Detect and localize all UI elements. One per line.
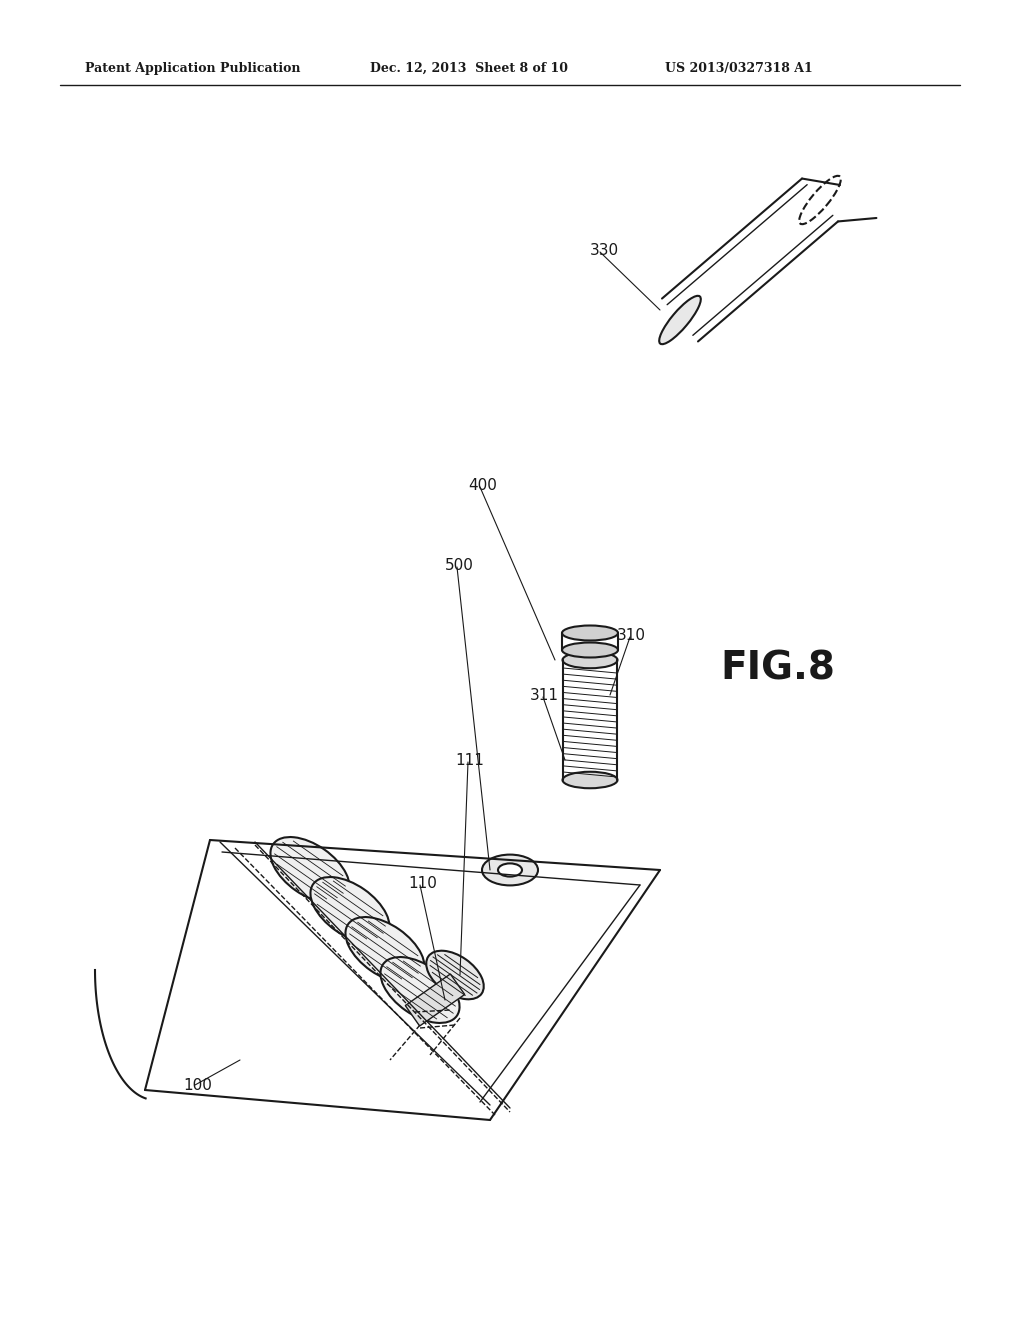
Text: 310: 310 (617, 628, 646, 643)
Ellipse shape (799, 176, 841, 224)
Polygon shape (406, 974, 465, 1026)
Text: 100: 100 (183, 1078, 212, 1093)
Text: 311: 311 (530, 688, 559, 704)
Text: FIG.8: FIG.8 (720, 649, 835, 688)
Text: 330: 330 (590, 243, 620, 257)
Ellipse shape (310, 876, 389, 942)
Text: Dec. 12, 2013  Sheet 8 of 10: Dec. 12, 2013 Sheet 8 of 10 (370, 62, 568, 75)
Text: 111: 111 (455, 752, 484, 768)
Ellipse shape (562, 652, 617, 668)
Ellipse shape (426, 950, 483, 999)
Text: 110: 110 (408, 876, 437, 891)
Ellipse shape (498, 863, 522, 876)
Ellipse shape (270, 837, 349, 903)
Ellipse shape (562, 626, 618, 640)
Ellipse shape (562, 772, 617, 788)
Ellipse shape (659, 296, 700, 345)
Ellipse shape (381, 957, 460, 1023)
Ellipse shape (345, 917, 425, 983)
Text: Patent Application Publication: Patent Application Publication (85, 62, 300, 75)
Text: 500: 500 (445, 558, 474, 573)
Ellipse shape (562, 643, 618, 657)
Ellipse shape (482, 854, 538, 886)
Text: 400: 400 (468, 478, 497, 492)
Text: US 2013/0327318 A1: US 2013/0327318 A1 (665, 62, 813, 75)
